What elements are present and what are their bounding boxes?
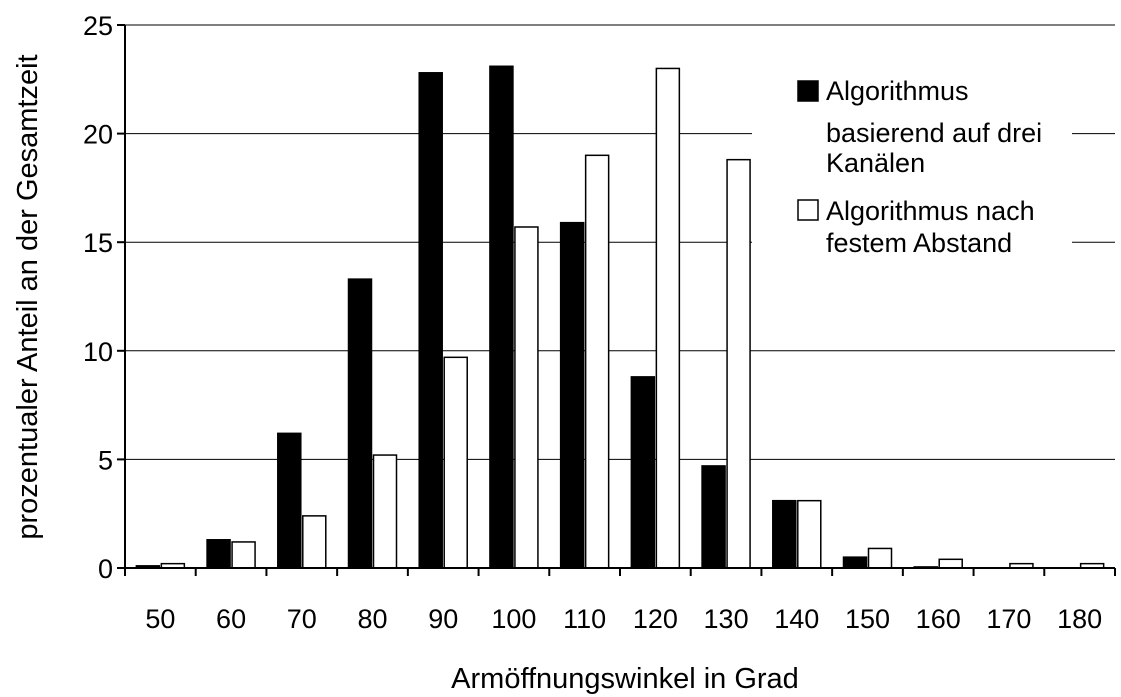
bars — [135, 65, 1105, 569]
bar-series-2-70 — [302, 515, 327, 569]
bar-series-1-70 — [277, 432, 302, 569]
legend-label-series-1-line-1: Algorithmus — [826, 76, 969, 106]
x-tick-label: 80 — [357, 604, 387, 634]
bar-series-1-100 — [489, 65, 514, 569]
y-tick-label: 10 — [83, 337, 113, 367]
y-tick-label: 0 — [98, 554, 113, 584]
bar-series-2-120 — [655, 67, 681, 569]
legend-label-series-1-line-2: basierend auf drei — [826, 118, 1042, 148]
bar-series-2-110 — [584, 154, 610, 569]
bar-series-1-60 — [206, 539, 231, 569]
x-tick-label: 130 — [704, 604, 749, 634]
x-tick-label: 160 — [916, 604, 961, 634]
bar-series-1-80 — [347, 278, 373, 569]
bar-series-1-130 — [701, 465, 726, 569]
bar-series-1-120 — [630, 376, 656, 569]
bar-series-2-60 — [231, 541, 256, 569]
legend-label-series-2-line-1: Algorithmus nach — [826, 196, 1035, 226]
x-tick-label: 120 — [633, 604, 678, 634]
x-tick-label: 140 — [774, 604, 819, 634]
y-tick-label: 5 — [98, 445, 113, 475]
bar-series-2-150 — [867, 547, 893, 569]
bar-series-2-80 — [372, 454, 398, 569]
bar-series-1-110 — [559, 221, 585, 569]
bar-series-2-140 — [797, 499, 822, 569]
y-tick-label: 25 — [83, 11, 113, 41]
x-tick-label: 100 — [491, 604, 536, 634]
bar-series-2-90 — [443, 356, 468, 569]
axes — [117, 24, 1116, 576]
y-axis-title: prozentualer Anteil an der Gesamtzeit — [12, 54, 44, 539]
legend-swatch-series-1 — [797, 80, 819, 102]
legend: Algorithmus basierend auf drei Kanälen A… — [752, 62, 1072, 277]
legend-label-series-1-line-3: Kanälen — [826, 148, 925, 178]
x-tick-label: 50 — [145, 604, 175, 634]
bar-series-2-130 — [726, 158, 751, 569]
x-tick-label: 60 — [216, 604, 246, 634]
tick-labels: 0 5 10 15 20 25 50 60 70 80 90 100 110 120 130 140 150 16… — [83, 11, 1102, 634]
x-tick-label: 70 — [287, 604, 317, 634]
x-tick-label: 180 — [1057, 604, 1102, 634]
x-axis-title: Armöffnungswinkel in Grad — [451, 663, 799, 695]
x-tick-label: 150 — [845, 604, 890, 634]
x-tick-label: 110 — [563, 604, 606, 634]
x-tick-label: 170 — [986, 604, 1031, 634]
bar-series-1-150 — [842, 556, 868, 569]
bar-series-2-160 — [938, 558, 963, 569]
x-tick-label: 90 — [428, 604, 458, 634]
y-tick-label: 20 — [83, 120, 113, 150]
y-tick-label: 15 — [83, 228, 113, 258]
bar-series-1-90 — [418, 72, 443, 569]
legend-swatch-series-2 — [797, 199, 819, 221]
bar-series-1-140 — [772, 499, 797, 569]
legend-label-series-2-line-2: festem Abstand — [826, 228, 1012, 258]
bar-series-2-100 — [514, 226, 539, 569]
